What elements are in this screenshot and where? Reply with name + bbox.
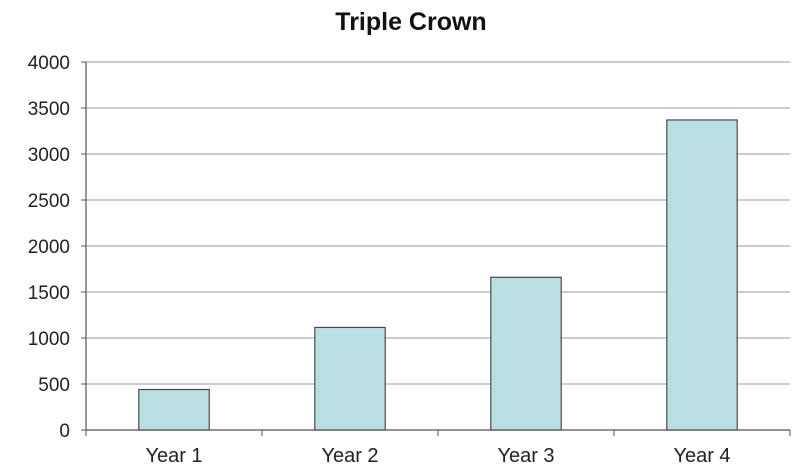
y-tick-label: 3000 xyxy=(28,145,70,166)
y-tick-label: 3500 xyxy=(28,99,70,120)
bar-year-4 xyxy=(667,120,737,430)
chart-title: Triple Crown xyxy=(335,8,486,36)
bar-year-1 xyxy=(139,390,209,430)
x-category-label: Year 2 xyxy=(321,445,378,467)
x-category-label: Year 3 xyxy=(497,445,554,467)
bar-year-2 xyxy=(315,327,385,430)
y-tick-label: 4000 xyxy=(28,53,70,74)
bars xyxy=(139,120,737,430)
y-tick-label: 0 xyxy=(59,421,70,442)
y-axis-ticks: 0 500 1000 1500 2000 2500 3000 3500 4000 xyxy=(28,53,86,442)
y-tick-label: 1500 xyxy=(28,283,70,304)
bar-year-3 xyxy=(491,277,561,430)
x-category-label: Year 4 xyxy=(673,445,730,467)
y-tick-label: 2500 xyxy=(28,191,70,212)
y-tick-label: 1000 xyxy=(28,329,70,350)
x-category-label: Year 1 xyxy=(145,445,202,467)
y-tick-label: 2000 xyxy=(28,237,70,258)
y-tick-label: 500 xyxy=(38,375,70,396)
x-axis-labels: Year 1 Year 2 Year 3 Year 4 xyxy=(145,445,730,467)
